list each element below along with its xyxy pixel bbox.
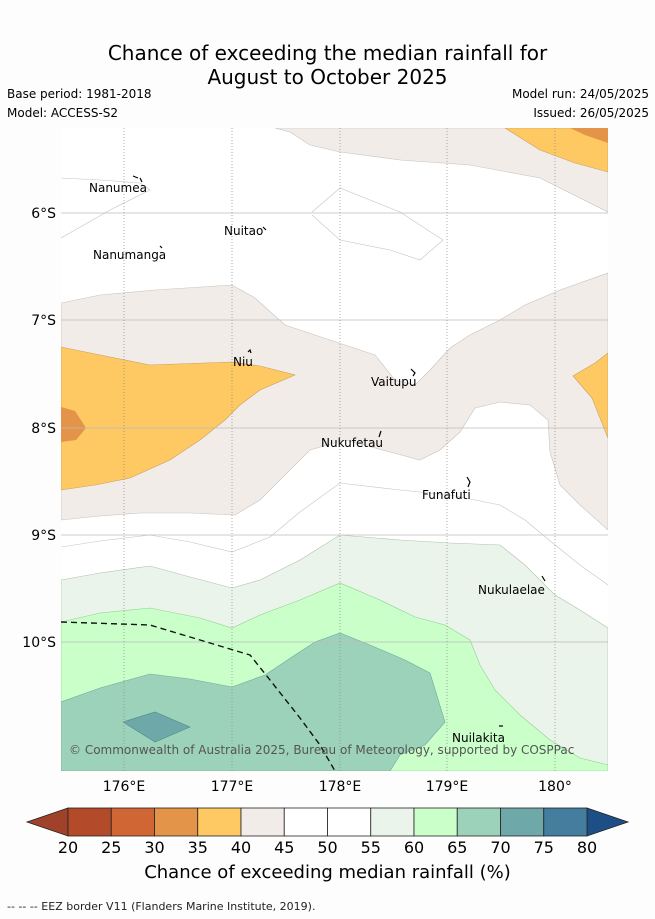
contour-35-40-east <box>572 352 608 439</box>
lon-label-179e: 179°E <box>426 779 469 795</box>
label-nukulaelae: Nukulaelae <box>478 583 545 597</box>
longitude-labels: 176°E 177°E 178°E 179°E 180° <box>103 779 572 795</box>
model-run: Model run: 24/05/2025 <box>511 87 649 101</box>
colorbar-tick-label: 30 <box>144 838 164 857</box>
island-nukufetau-shape <box>378 430 382 438</box>
colorbar-tick-label: 25 <box>101 838 121 857</box>
contour-line-50-north-west <box>61 177 151 239</box>
eez-footnote: -- -- -- EEZ border V11 (Flanders Marine… <box>7 900 316 913</box>
issued-date: Issued: 26/05/2025 <box>533 106 649 120</box>
colorbar-title: Chance of exceeding median rainfall (%) <box>144 862 511 883</box>
lat-label-7s: 7°S <box>31 313 56 329</box>
probability-field <box>61 128 608 771</box>
label-vaitupu: Vaitupu <box>371 375 417 389</box>
island-nanumanga-shape <box>159 245 163 249</box>
label-nanumanga: Nanumanga <box>93 248 166 262</box>
model-name: Model: ACCESS-S2 <box>7 106 119 120</box>
island-vaitupu-shape <box>410 368 416 377</box>
colorbar-tick-label: 70 <box>490 838 510 857</box>
colorbar-tick-label: 55 <box>361 838 381 857</box>
colorbar-swatch <box>67 807 112 837</box>
label-nukufetau: Nukufetau <box>321 436 383 450</box>
colorbar-swatch <box>283 807 328 837</box>
colorbar-tick-label: 20 <box>58 838 78 857</box>
label-niu: Niu <box>233 355 253 369</box>
lat-label-8s: 8°S <box>31 421 56 437</box>
contour-30-35-northeast <box>570 128 608 143</box>
contour-70-75 <box>122 711 191 743</box>
lon-label-178e: 178°E <box>319 779 362 795</box>
lon-label-176e: 176°E <box>103 779 146 795</box>
label-funafuti: Funafuti <box>422 488 471 502</box>
colorbar-swatch <box>154 807 199 837</box>
colorbar-swatch <box>500 807 545 837</box>
contour-35-40-northeast <box>504 128 608 173</box>
colorbar-high-arrow <box>586 807 630 837</box>
contour-35-40-west <box>61 346 296 491</box>
contour-30-35-west <box>61 407 86 442</box>
colorbar-tick-label: 75 <box>534 838 554 857</box>
colorbar-tick-label: 45 <box>274 838 294 857</box>
map-title-line2: August to October 2025 <box>207 65 448 89</box>
colorbar-tick-label: 50 <box>317 838 337 857</box>
lon-label-180: 180° <box>538 779 572 795</box>
colorbar-low-arrow <box>25 807 69 837</box>
label-nuitao: Nuitao <box>224 224 263 238</box>
colorbar-swatch <box>456 807 501 837</box>
latitude-labels: 6°S 7°S 8°S 9°S 10°S <box>22 206 56 651</box>
colorbar-swatch <box>543 807 588 837</box>
island-nanumea-shape <box>132 175 143 183</box>
island-nuitao-shape <box>262 226 267 231</box>
label-nanumea: Nanumea <box>89 181 147 195</box>
lat-label-10s: 10°S <box>22 635 56 651</box>
lon-label-177e: 177°E <box>211 779 254 795</box>
contour-line-50-north-island <box>311 187 444 261</box>
base-period: Base period: 1981-2018 <box>7 87 152 101</box>
contour-40-45-central <box>61 272 608 531</box>
colorbar-tick-label: 35 <box>188 838 208 857</box>
contour-40-45-north <box>274 128 608 213</box>
island-nukulaelae-shape <box>541 575 546 582</box>
colorbar: 20 25 30 35 40 45 50 55 60 65 70 75 80 <box>25 807 630 857</box>
eez-border <box>60 621 336 772</box>
colorbar-tick-label: 60 <box>404 838 424 857</box>
colorbar-swatch <box>413 807 458 837</box>
colorbar-swatch <box>370 807 415 837</box>
colorbar-swatch <box>197 807 242 837</box>
colorbar-swatch <box>240 807 285 837</box>
colorbar-swatch <box>110 807 155 837</box>
colorbar-tick-label: 65 <box>447 838 467 857</box>
copyright-notice: © Commonwealth of Australia 2025, Bureau… <box>69 743 574 757</box>
lat-label-6s: 6°S <box>31 206 56 222</box>
islands <box>132 175 546 727</box>
colorbar-tick-label: 40 <box>231 838 251 857</box>
island-funafuti-shape <box>466 476 471 488</box>
colorbar-swatch <box>327 807 372 837</box>
lat-label-9s: 9°S <box>31 528 56 544</box>
colorbar-tick-label: 80 <box>577 838 597 857</box>
graticule <box>61 128 608 771</box>
map-title-line1: Chance of exceeding the median rainfall … <box>107 41 548 65</box>
island-niu-shape <box>247 348 252 354</box>
label-nuilakita: Nuilakita <box>452 731 505 745</box>
